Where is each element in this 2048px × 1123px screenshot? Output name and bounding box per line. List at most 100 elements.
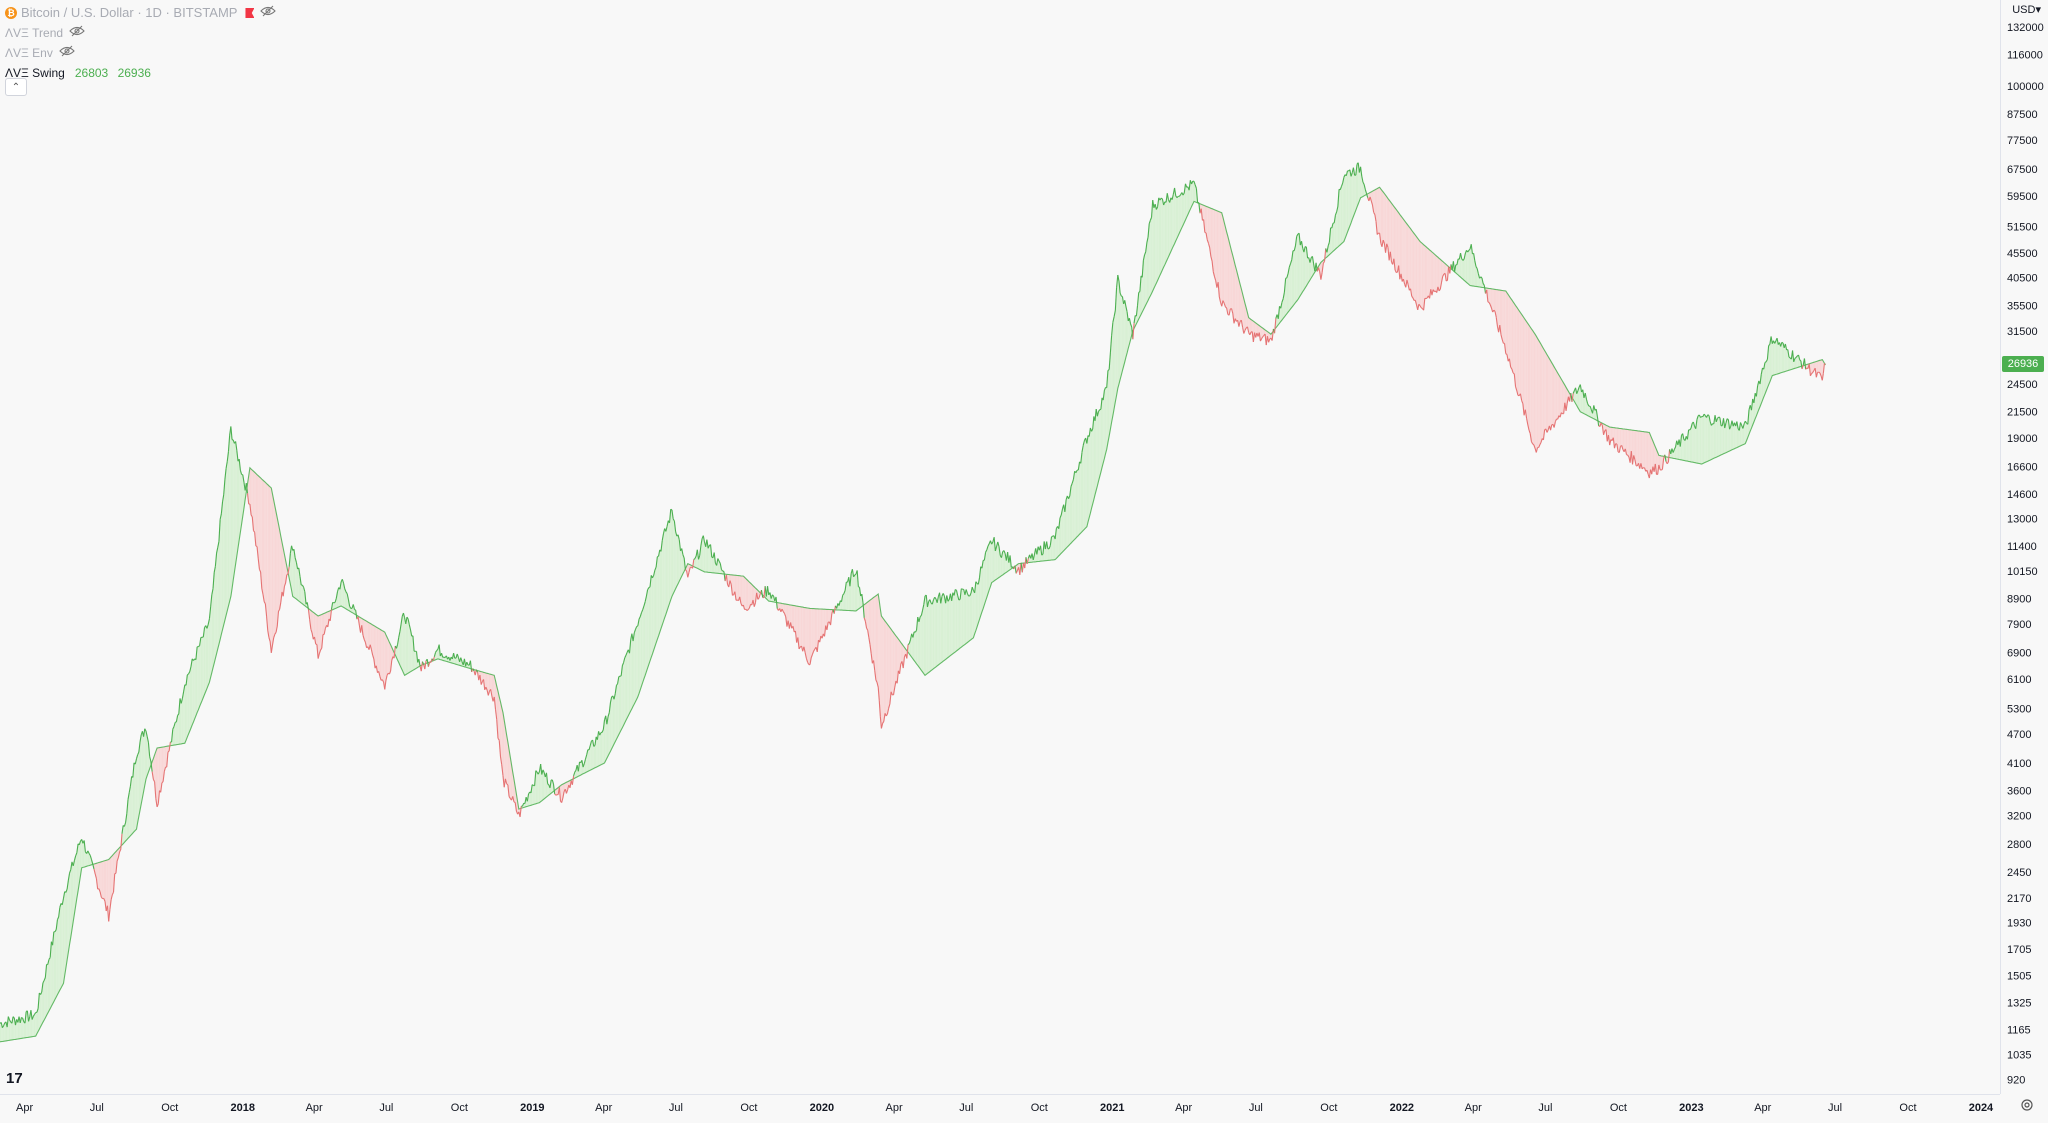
eye-hidden-icon[interactable] <box>260 3 276 23</box>
swing-fill-segment <box>1086 438 1087 528</box>
swing-fill-segment <box>1531 329 1532 444</box>
swing-fill-segment <box>162 747 163 783</box>
swing-fill-segment <box>659 550 660 636</box>
swing-fill-segment <box>1149 220 1150 298</box>
swing-fill-segment <box>1540 342 1541 444</box>
eye-hidden-icon[interactable] <box>59 43 75 63</box>
price-line-segment <box>834 606 835 614</box>
swing-fill-segment <box>881 616 882 728</box>
swing-fill-segment <box>802 607 803 651</box>
swing-fill-segment <box>217 547 218 653</box>
price-tick-label: 6900 <box>2007 648 2031 660</box>
indicator-row-env[interactable]: ΛVΞ Env <box>5 43 276 63</box>
swing-fill-segment <box>1158 198 1159 281</box>
price-line-segment <box>694 559 695 560</box>
swing-fill-segment <box>1251 319 1252 332</box>
currency-selector[interactable]: USD▾ <box>2012 3 2041 16</box>
swing-fill-segment <box>818 609 819 642</box>
swing-fill-segment <box>848 577 849 610</box>
swing-fill-segment <box>51 942 52 1007</box>
swing-fill-segment <box>489 674 490 691</box>
indicator-row-trend[interactable]: ΛVΞ Trend <box>5 23 276 43</box>
collapse-legend-button[interactable]: ⌃ <box>5 78 27 96</box>
eye-hidden-icon[interactable] <box>69 23 85 43</box>
swing-fill-segment <box>1494 289 1495 311</box>
swing-fill-segment <box>1769 344 1770 385</box>
swing-fill-segment <box>63 892 64 984</box>
swing-fill-segment <box>538 772 539 803</box>
swing-fill-segment <box>1444 262 1445 274</box>
swing-fill-segment <box>1643 432 1644 468</box>
swing-fill-segment <box>952 593 953 655</box>
swing-fill-segment <box>207 624 208 688</box>
swing-fill-segment <box>1232 251 1233 313</box>
swing-fill-segment <box>1340 186 1341 244</box>
swing-fill-segment <box>144 729 145 792</box>
swing-fill-segment <box>1092 429 1093 508</box>
swing-fill-segment <box>964 589 965 645</box>
swing-fill-segment <box>663 528 664 621</box>
time-tick-label: Jul <box>959 1102 973 1114</box>
swing-fill-segment <box>405 618 406 676</box>
swing-fill-segment <box>943 593 944 661</box>
settings-icon[interactable] <box>2020 1098 2034 1112</box>
swing-fill-segment <box>384 631 385 689</box>
symbol-label[interactable]: Bitcoin / U.S. Dollar · 1D · BITSTAMP <box>21 3 237 23</box>
swing-fill-segment <box>1717 417 1718 457</box>
swing-fill-segment <box>927 601 928 673</box>
swing-fill-segment <box>36 1012 37 1036</box>
swing-fill-segment <box>1641 431 1642 469</box>
price-tick-label: 1035 <box>2007 1050 2031 1062</box>
swing-fill-segment <box>1528 323 1529 430</box>
swing-fill-segment <box>649 587 650 665</box>
swing-fill-segment <box>273 494 274 645</box>
swing-fill-segment <box>1114 310 1115 408</box>
swing-value-1: 26803 <box>75 66 108 80</box>
price-chart[interactable] <box>0 0 2000 1094</box>
symbol-row: ₿ Bitcoin / U.S. Dollar · 1D · BITSTAMP <box>5 3 276 23</box>
swing-fill-segment <box>98 863 99 890</box>
swing-fill-segment <box>145 729 146 786</box>
swing-fill-segment <box>1304 247 1305 290</box>
price-tick-label: 2450 <box>2007 867 2031 879</box>
swing-fill-segment <box>101 861 102 898</box>
swing-fill-segment <box>814 609 815 652</box>
swing-fill-segment <box>71 862 72 937</box>
swing-fill-segment <box>1308 258 1309 284</box>
swing-fill-segment <box>1775 341 1776 375</box>
swing-fill-segment <box>990 541 991 587</box>
time-tick-label: 2020 <box>810 1102 834 1114</box>
price-line-segment <box>955 589 956 590</box>
swing-fill-segment <box>946 595 947 659</box>
tradingview-logo[interactable]: 17 <box>6 1070 23 1087</box>
swing-fill-segment <box>406 617 407 675</box>
price-line-segment <box>907 645 908 659</box>
swing-fill-segment <box>1425 246 1426 299</box>
price-tick-label: 1705 <box>2007 944 2031 956</box>
swing-fill-segment <box>894 633 895 695</box>
swing-fill-segment <box>912 634 913 659</box>
indicator-row-swing[interactable]: ΛVΞ Swing 26803 26936 <box>5 63 276 83</box>
time-tick-label: Apr <box>1465 1102 1482 1114</box>
price-line-segment <box>421 662 422 672</box>
swing-fill-segment <box>141 731 142 804</box>
price-tick-label: 51500 <box>2007 222 2038 234</box>
swing-fill-segment <box>318 616 319 659</box>
price-line-segment <box>425 661 426 669</box>
swing-fill-segment <box>132 776 133 834</box>
swing-fill-segment <box>1345 175 1346 239</box>
swing-fill-segment <box>402 613 403 673</box>
swing-fill-segment <box>1225 227 1226 308</box>
indicator-name-trend: ΛVΞ Trend <box>5 23 63 43</box>
swing-fill-segment <box>193 659 194 722</box>
chart-plot-area[interactable] <box>0 0 2000 1094</box>
swing-fill-segment <box>271 488 272 653</box>
swing-fill-segment <box>878 594 879 701</box>
flag-icon[interactable] <box>245 8 254 18</box>
swing-fill-segment <box>72 862 73 930</box>
swing-fill-segment <box>123 825 124 843</box>
swing-fill-segment <box>1161 198 1162 272</box>
swing-fill-segment <box>1642 431 1643 468</box>
